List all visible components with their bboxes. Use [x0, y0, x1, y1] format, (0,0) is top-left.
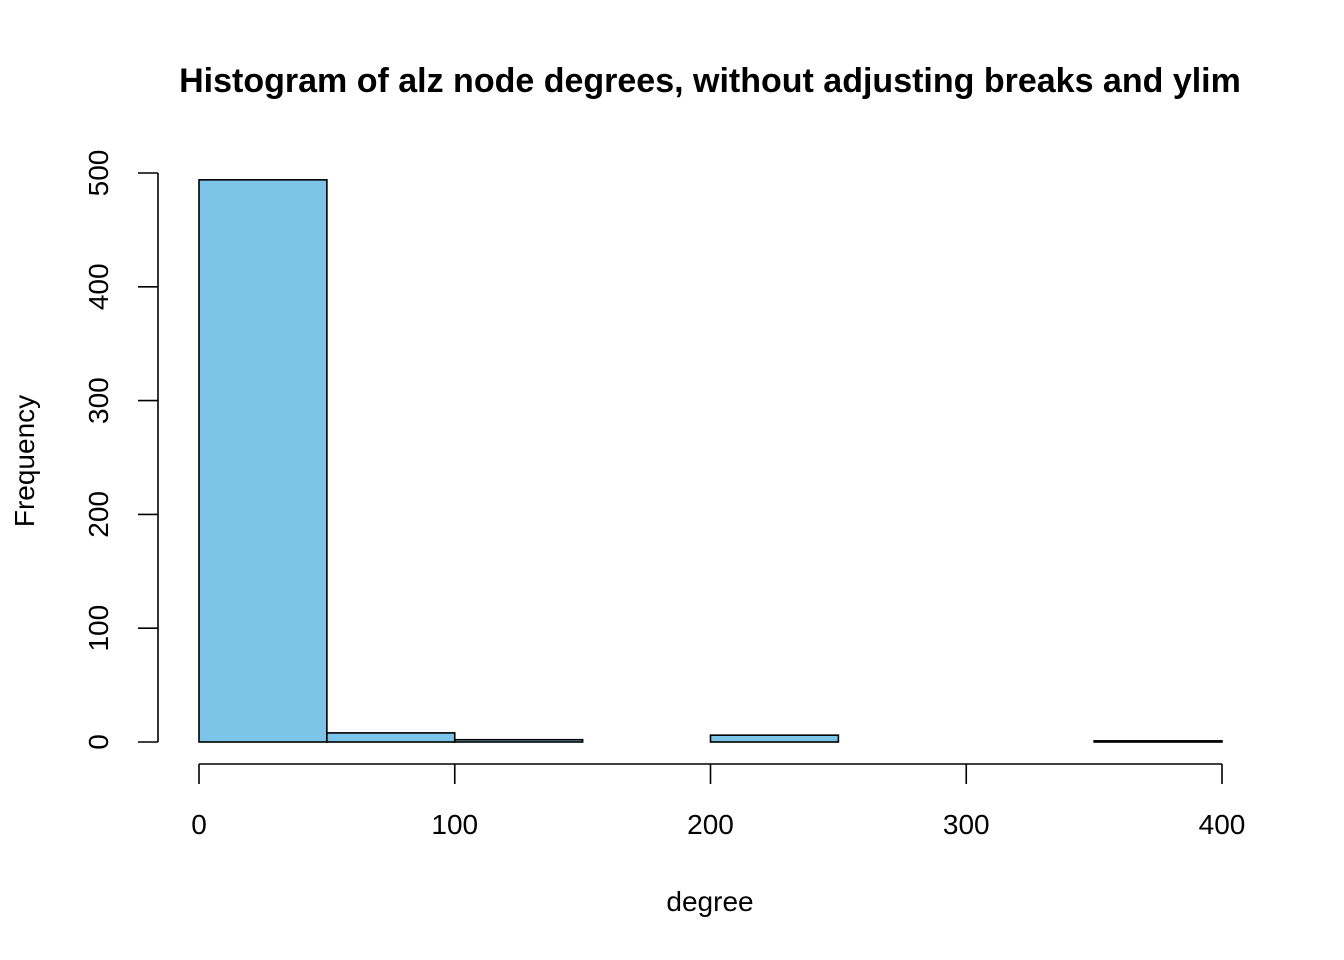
histogram-bars [198, 179, 1223, 743]
histogram-bar [453, 738, 584, 743]
y-tick-label: 100 [83, 605, 114, 652]
x-tick-label: 100 [431, 809, 478, 840]
histogram-bar [326, 732, 456, 743]
y-axis-label: Frequency [9, 395, 40, 527]
y-tick-label: 300 [83, 377, 114, 424]
y-axis: 0 100 200 300 400 500 [83, 150, 159, 750]
x-tick-label: 0 [191, 809, 207, 840]
y-tick-label: 200 [83, 491, 114, 538]
histogram-bar [709, 734, 840, 743]
chart-title: Histogram of alz node degrees, without a… [179, 62, 1241, 100]
y-tick-label: 400 [83, 263, 114, 310]
x-axis: 0 100 200 300 400 [191, 763, 1246, 840]
x-axis-label: degree [666, 886, 753, 917]
x-tick-label: 300 [943, 809, 990, 840]
y-tick-label: 0 [83, 734, 114, 750]
x-tick-label: 400 [1199, 809, 1246, 840]
y-tick-label: 500 [83, 150, 114, 197]
histogram-bar [1093, 740, 1223, 743]
histogram-bar [198, 179, 328, 743]
x-tick-label: 200 [687, 809, 734, 840]
